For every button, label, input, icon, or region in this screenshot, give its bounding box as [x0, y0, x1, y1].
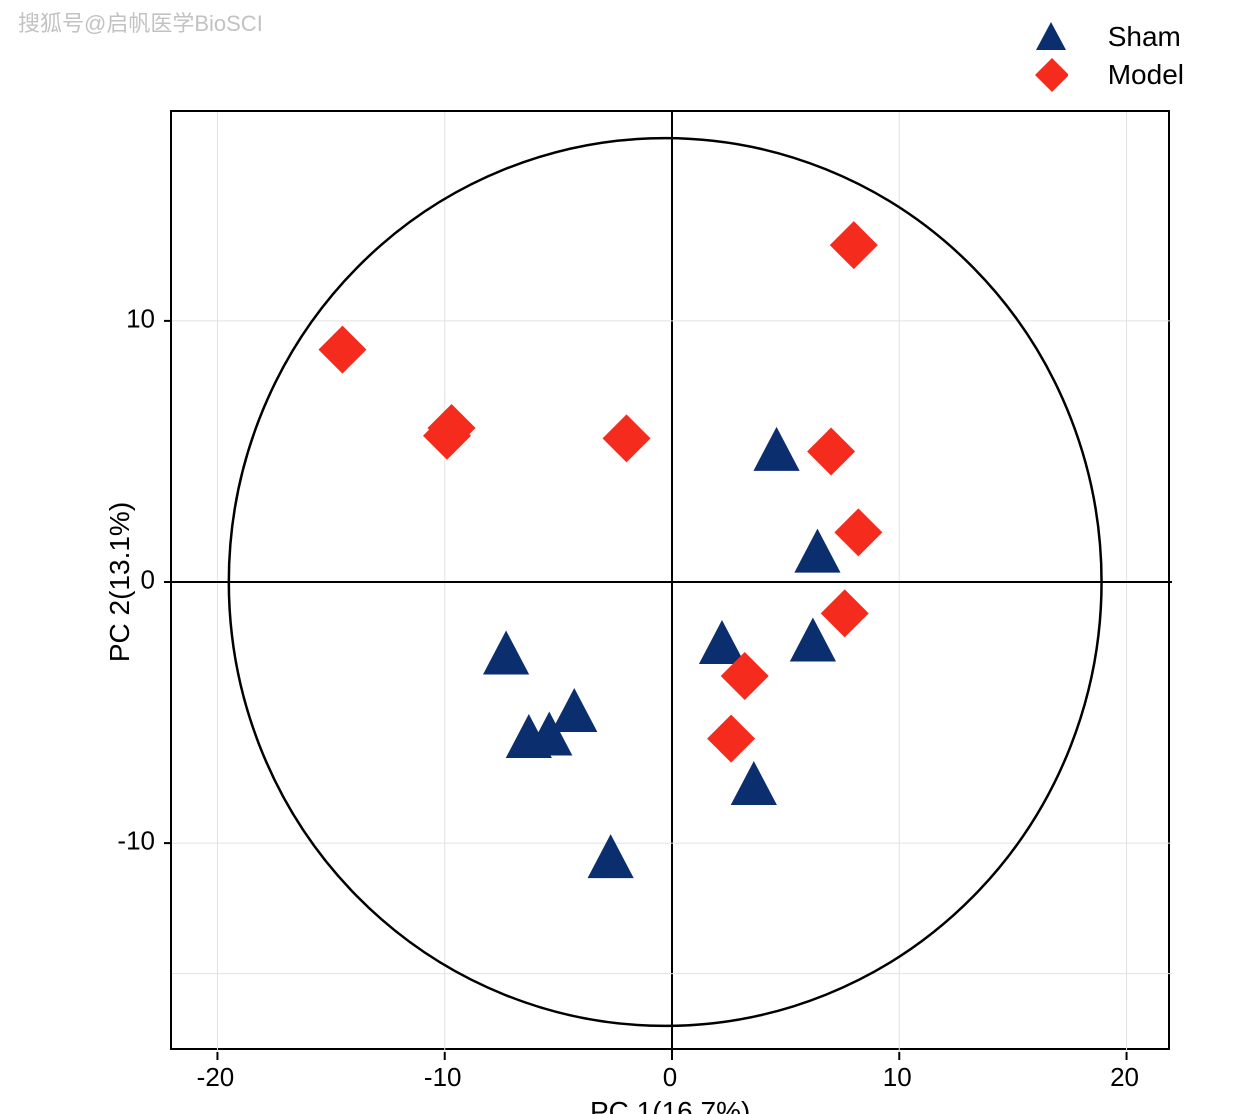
- plot-area: [170, 110, 1170, 1050]
- x-tick-label: -10: [424, 1062, 462, 1093]
- legend-label-sham: Sham: [1108, 21, 1181, 53]
- y-tick-label: 10: [115, 303, 155, 334]
- page-container: 搜狐号@启帆医学BioSCI Sham Model PC 2(13.1%) PC…: [0, 0, 1244, 1114]
- legend: Sham Model: [1034, 18, 1184, 94]
- legend-item-model: Model: [1034, 56, 1184, 94]
- watermark-text: 搜狐号@启帆医学BioSCI: [18, 6, 263, 38]
- legend-label-model: Model: [1108, 59, 1184, 91]
- legend-item-sham: Sham: [1034, 18, 1184, 56]
- triangle-icon: [1034, 20, 1068, 54]
- y-tick-label: 0: [115, 565, 155, 596]
- x-tick-label: 0: [663, 1062, 677, 1093]
- diamond-icon: [1034, 58, 1068, 92]
- x-tick-label: 10: [883, 1062, 912, 1093]
- x-tick-label: 20: [1110, 1062, 1139, 1093]
- y-tick-label: -10: [115, 826, 155, 857]
- x-axis-label: PC 1(16.7%): [590, 1096, 750, 1114]
- x-tick-label: -20: [197, 1062, 235, 1093]
- plot-svg: [172, 112, 1172, 1052]
